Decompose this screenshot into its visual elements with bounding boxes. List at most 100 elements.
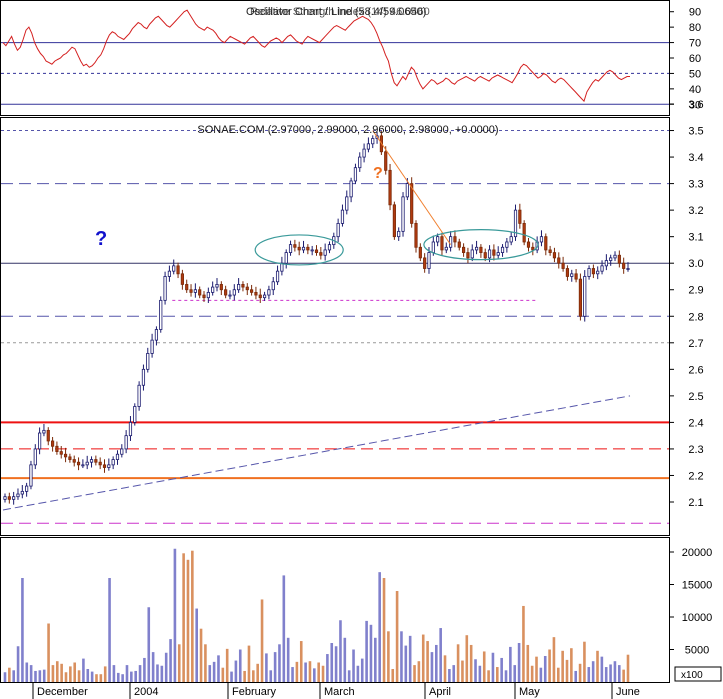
- candle-body: [198, 289, 202, 296]
- volume-bar: [622, 669, 625, 682]
- volume-bar: [186, 559, 190, 682]
- candle-body: [237, 284, 241, 291]
- candle-body: [81, 464, 85, 467]
- candle-body: [38, 432, 42, 450]
- volume-bar: [103, 666, 107, 682]
- volume-bar: [299, 641, 303, 682]
- candle-body: [587, 268, 591, 277]
- volume-bar: [578, 663, 582, 682]
- candle-body: [85, 461, 89, 466]
- volume-bar: [496, 667, 499, 682]
- candle-body: [98, 461, 102, 466]
- volume-bar: [330, 643, 334, 682]
- volume-bar: [134, 670, 137, 682]
- price-tick-label: 3.6: [688, 99, 703, 111]
- candle-body: [622, 262, 626, 269]
- candle-body: [345, 196, 349, 211]
- candle-body: [51, 440, 55, 447]
- volume-bar: [138, 665, 142, 682]
- candle-body: [388, 169, 392, 206]
- candle-body: [423, 257, 427, 269]
- volume-bar: [465, 635, 469, 682]
- volume-bar: [526, 644, 530, 682]
- candle-body: [384, 151, 388, 171]
- candle-body: [418, 246, 422, 259]
- volume-bar: [400, 631, 403, 682]
- price-tick-label: 3.3: [688, 179, 703, 191]
- candle-body: [258, 294, 262, 299]
- volume-bar: [369, 624, 373, 682]
- volume-bar: [225, 648, 229, 682]
- volume-bar: [247, 645, 251, 682]
- volume-bar: [596, 650, 599, 682]
- volume-bar: [269, 670, 273, 682]
- candle-body: [68, 456, 72, 460]
- question-mark-orange: ?: [373, 165, 383, 182]
- volume-bar: [195, 608, 198, 682]
- candle-body: [578, 278, 582, 317]
- candle-body: [89, 459, 94, 463]
- price-tick-label: 3.2: [688, 205, 703, 217]
- candle-body: [544, 236, 548, 251]
- price-tick-label: 2.4: [688, 417, 703, 429]
- candle-body: [522, 222, 526, 243]
- candle-body: [262, 294, 267, 299]
- volume-bar: [487, 670, 490, 682]
- rsi-title-overlay: Oscillator Chart / Line (58.4/59.0650): [246, 6, 426, 18]
- candle-body: [362, 148, 366, 158]
- candle-body: [46, 429, 50, 442]
- volume-bar: [421, 634, 425, 682]
- volume-bar: [321, 665, 325, 682]
- candle-body: [401, 196, 405, 232]
- candle-body: [483, 252, 487, 259]
- candle-body: [444, 246, 448, 251]
- rsi-series-line: [2, 9, 630, 103]
- candle-body: [531, 246, 535, 251]
- volume-bar: [395, 591, 399, 682]
- volume-bar: [382, 578, 386, 682]
- candle-body: [115, 453, 120, 460]
- candle-body: [55, 445, 59, 452]
- candle-body: [293, 244, 297, 248]
- volume-bar: [160, 665, 164, 682]
- volume-bar: [352, 649, 355, 682]
- volume-bar: [317, 662, 320, 682]
- volume-bar: [282, 575, 286, 682]
- volume-bar: [16, 646, 20, 682]
- candle-body: [310, 249, 314, 252]
- volume-bar: [374, 637, 377, 682]
- volume-bar: [548, 649, 551, 682]
- volume-bar: [238, 649, 242, 682]
- volume-tick-label: 15000: [682, 580, 713, 592]
- candle-body: [76, 461, 81, 466]
- volume-bar: [539, 667, 543, 682]
- candle-body: [3, 496, 7, 500]
- x-tick-label: May: [519, 686, 540, 698]
- volume-bar: [230, 671, 233, 682]
- volume-tick-label: 5000: [685, 645, 709, 657]
- volume-unit-box: [674, 666, 722, 682]
- candle-body: [29, 464, 33, 487]
- volume-bar: [77, 670, 81, 682]
- price-tick-label: 2.8: [688, 311, 703, 323]
- candle-body: [185, 284, 189, 291]
- price-layer: 2.1 2.2 2.3 2.4 2.5 2.6 2.7 2.8 2.9 3.0 3.1 3.2 3.3 3…: [1, 99, 704, 524]
- volume-bar: [164, 652, 168, 682]
- volume-bar: [469, 644, 473, 682]
- candle-body: [102, 464, 107, 468]
- volume-bar: [116, 672, 120, 682]
- volume-bar: [417, 661, 421, 682]
- volume-bar: [25, 662, 29, 682]
- candle-body: [228, 294, 232, 297]
- volume-bar: [556, 667, 560, 682]
- candle-body: [518, 209, 522, 224]
- volume-bar: [64, 672, 68, 682]
- volume-bar: [365, 620, 368, 682]
- volume-bar: [404, 645, 408, 682]
- volume-bar: [391, 669, 395, 682]
- price-tick-label: 3.5: [688, 126, 703, 138]
- volume-bar: [591, 661, 595, 682]
- candle-body: [474, 246, 479, 251]
- rsi-tick-label: 60: [689, 53, 701, 65]
- volume-bar: [448, 669, 451, 682]
